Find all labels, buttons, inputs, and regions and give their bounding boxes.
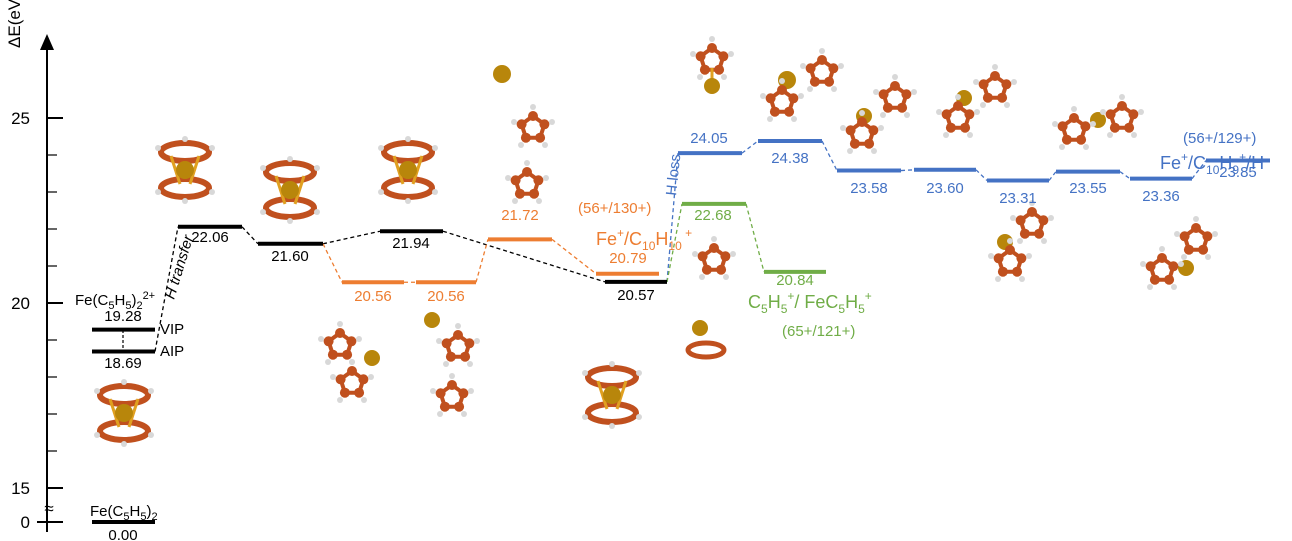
orange-mass-label: (56+/130+) bbox=[578, 200, 651, 217]
connector-int1-or1 bbox=[322, 243, 343, 283]
dication-formula: Fe(C5H5)22+ bbox=[75, 290, 155, 312]
connector-int3-bl1 bbox=[666, 153, 679, 282]
level-label-or3: 21.72 bbox=[501, 207, 539, 224]
level-label-bl1: 24.05 bbox=[690, 130, 728, 147]
blue-mass-label: (56+/129+) bbox=[1183, 130, 1256, 147]
molecule-ts1-icon bbox=[155, 136, 215, 204]
level-label-gr2: 20.84 bbox=[776, 272, 814, 289]
molecule-int2-icon bbox=[378, 136, 438, 204]
level-label-bl3: 23.58 bbox=[850, 180, 888, 197]
molecule-bl3-icon bbox=[838, 72, 919, 156]
connector-bl6-bl7 bbox=[1119, 171, 1131, 180]
level-label-bl8: 23.85 bbox=[1219, 164, 1257, 181]
level-label-gr1: 22.68 bbox=[694, 207, 732, 224]
level-label-bl4: 23.60 bbox=[926, 180, 964, 197]
connector-gr1-gr2 bbox=[745, 203, 765, 273]
molecule-bl2-icon bbox=[758, 46, 846, 124]
energy-levels: 0.00 18.69 19.28 22.06 21.60 21.94 20.57 20.56 2… bbox=[92, 130, 1270, 541]
level-label-int3: 20.57 bbox=[617, 287, 655, 304]
connector-bl7-bl8 bbox=[1191, 160, 1207, 180]
molecule-h-loss-icon bbox=[690, 36, 734, 94]
level-label-int2: 21.94 bbox=[392, 235, 430, 252]
level-label-aip: 18.69 bbox=[104, 355, 142, 372]
level-label-or4: 20.79 bbox=[609, 250, 647, 267]
tick-label: 25 bbox=[11, 109, 30, 128]
level-label-bl6: 23.55 bbox=[1069, 180, 1107, 197]
connector-ts1-int1 bbox=[241, 226, 259, 245]
molecule-or3-icon bbox=[493, 65, 557, 206]
level-connectors bbox=[154, 140, 1207, 352]
level-label-or2: 20.56 bbox=[427, 288, 465, 305]
molecule-bl7-icon bbox=[1138, 214, 1220, 292]
connector-or3-or4 bbox=[551, 238, 597, 275]
axis-arrow-icon bbox=[40, 34, 54, 50]
vip-label: VIP bbox=[160, 321, 184, 338]
orange-products-label: Fe+/C10H10 + bbox=[596, 226, 692, 253]
level-label-bl5: 23.31 bbox=[999, 190, 1037, 207]
connector-or2-or3 bbox=[475, 239, 489, 283]
molecule-illustrations bbox=[94, 36, 1220, 447]
axis-break-symbol: ≈ bbox=[44, 499, 53, 518]
molecule-or2-icon bbox=[424, 312, 482, 419]
level-label-vip: 19.28 bbox=[104, 308, 142, 325]
h-loss-label: H loss bbox=[663, 153, 684, 196]
connector-int2-int3 bbox=[442, 230, 606, 283]
level-label-int1: 21.60 bbox=[271, 248, 309, 265]
connector-bl1-bl2 bbox=[741, 140, 759, 154]
tick-label: 0 bbox=[21, 513, 30, 532]
axis-label: ΔE(eV) bbox=[5, 0, 24, 48]
molecule-bl4-icon bbox=[934, 62, 1019, 140]
molecule-int1-icon bbox=[260, 156, 320, 224]
axis-ticks: 0 15 20 25 bbox=[11, 109, 63, 532]
molecule-int3-icon bbox=[582, 361, 642, 429]
molecule-ferrocene-icon bbox=[94, 379, 154, 447]
connector-bl2-bl3 bbox=[821, 140, 838, 171]
level-label-bl7: 23.36 bbox=[1142, 188, 1180, 205]
connector-int1-int2 bbox=[322, 230, 381, 245]
connector-bl4-bl5 bbox=[975, 169, 988, 181]
tick-label: 20 bbox=[11, 294, 30, 313]
connector-int3-gr1 bbox=[666, 203, 683, 283]
tick-label: 15 bbox=[11, 479, 30, 498]
connector-bl3-bl4 bbox=[900, 169, 915, 172]
h-transfer-label: H transfer bbox=[162, 232, 198, 301]
level-label-or1: 20.56 bbox=[354, 288, 392, 305]
aip-label: AIP bbox=[160, 343, 184, 360]
molecule-bl5-icon bbox=[986, 198, 1056, 284]
level-label-ferrocene: 0.00 bbox=[108, 527, 137, 541]
connector-aip-ts1 bbox=[154, 226, 179, 352]
green-mass-label: (65+/121+) bbox=[782, 323, 855, 340]
molecule-gr1-icon bbox=[690, 234, 738, 282]
molecule-bl6-icon bbox=[1050, 92, 1146, 152]
connector-bl5-bl6 bbox=[1048, 171, 1057, 181]
blue-products-label: Fe+/C10H9+/H bbox=[1160, 150, 1264, 177]
green-products-label: C5H5+/ FeC5H5+ bbox=[748, 289, 872, 316]
level-label-ts1: 22.06 bbox=[191, 229, 229, 246]
molecule-or1-icon bbox=[316, 319, 380, 405]
level-label-bl2: 24.38 bbox=[771, 150, 809, 167]
energy-axis: ΔE(eV) ≈ bbox=[5, 0, 54, 532]
molecule-gr2-icon bbox=[685, 320, 727, 360]
